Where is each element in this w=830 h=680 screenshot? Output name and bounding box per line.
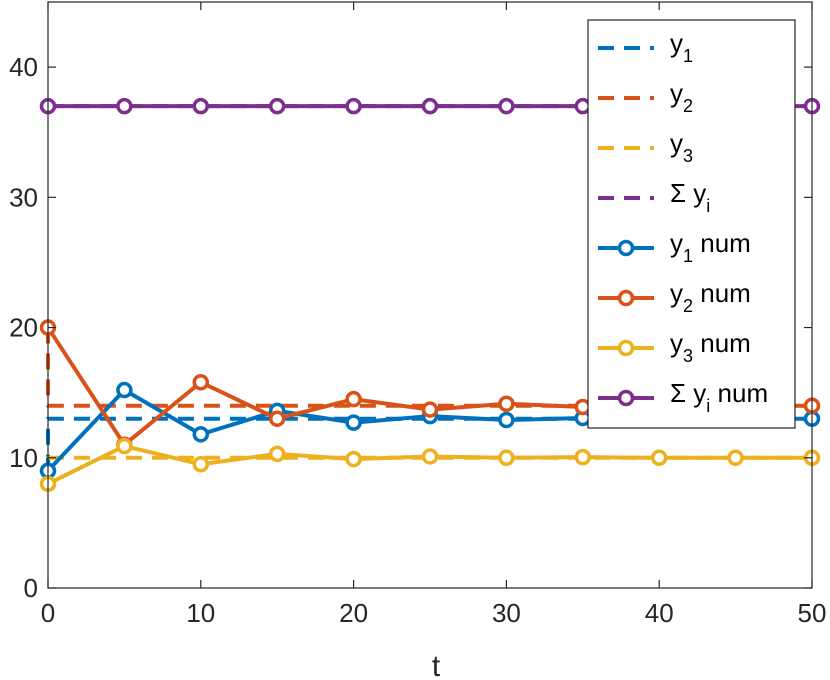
legend-entry-label: y1 num (670, 228, 751, 266)
series-5-point (116, 381, 133, 399)
x-tick-label: 20 (339, 598, 368, 628)
legend-swatch-marker (617, 239, 635, 257)
axes-layer: 0 10 20 30 40 50 0 10 20 30 40 t (9, 1, 827, 680)
series-8-point (421, 97, 439, 115)
series-8-point (192, 97, 210, 115)
series-5-point (345, 414, 362, 431)
y-tick-label: 30 (9, 182, 38, 212)
legend-entry-label: y1 (670, 28, 693, 66)
series-8-point (498, 97, 515, 115)
legend-swatch-marker (617, 339, 635, 357)
x-axis-label: t (432, 650, 441, 680)
series-6-point (421, 401, 439, 418)
legend-entry-label: Σ yi (670, 178, 710, 216)
legend-swatch-marker (617, 389, 635, 407)
series-7-point (727, 449, 744, 467)
legend-entry-label: y3 (670, 128, 693, 166)
series-7-point (421, 448, 439, 465)
series-6-point (192, 373, 210, 391)
series-7-point (116, 437, 133, 455)
y-tick-label: 10 (9, 443, 38, 473)
series-6-point (574, 398, 592, 416)
legend-entry-label: y2 (670, 78, 693, 116)
series-7-point (574, 448, 592, 466)
series-5-point (192, 426, 210, 443)
legend-swatch-marker (617, 289, 635, 307)
x-tick-label: 30 (492, 598, 521, 628)
series-7-point (498, 449, 515, 467)
legend-entry-label: y3 num (670, 328, 751, 366)
legend-box (587, 19, 796, 429)
x-tick-label: 0 (41, 598, 55, 628)
series-8-point (268, 97, 286, 115)
series-6-point (268, 410, 286, 427)
series-6-point (345, 390, 362, 408)
legend: y1 y2 y3 Σ yi y1 num y2 num y3 num Σ yi num (587, 19, 796, 429)
y-tick-label: 0 (24, 573, 38, 603)
series-5-point (498, 411, 515, 429)
series-8-point (345, 97, 362, 115)
x-tick-label: 40 (645, 598, 674, 628)
legend-entry-label: y2 num (670, 278, 751, 316)
y-tick-label: 20 (9, 313, 38, 343)
series-7-point (268, 445, 286, 463)
legend-entry-label: Σ yi num (670, 378, 768, 416)
series-8-point (574, 97, 592, 115)
x-tick-label: 50 (798, 598, 827, 628)
y-tick-label: 40 (9, 52, 38, 82)
axes-box (47, 1, 813, 589)
x-tick-label: 10 (186, 598, 215, 628)
series-7-point (345, 450, 362, 468)
series-7-point (192, 456, 210, 473)
series-8-point (116, 97, 133, 115)
series-6-point (498, 395, 515, 412)
series-7-point (650, 449, 668, 467)
